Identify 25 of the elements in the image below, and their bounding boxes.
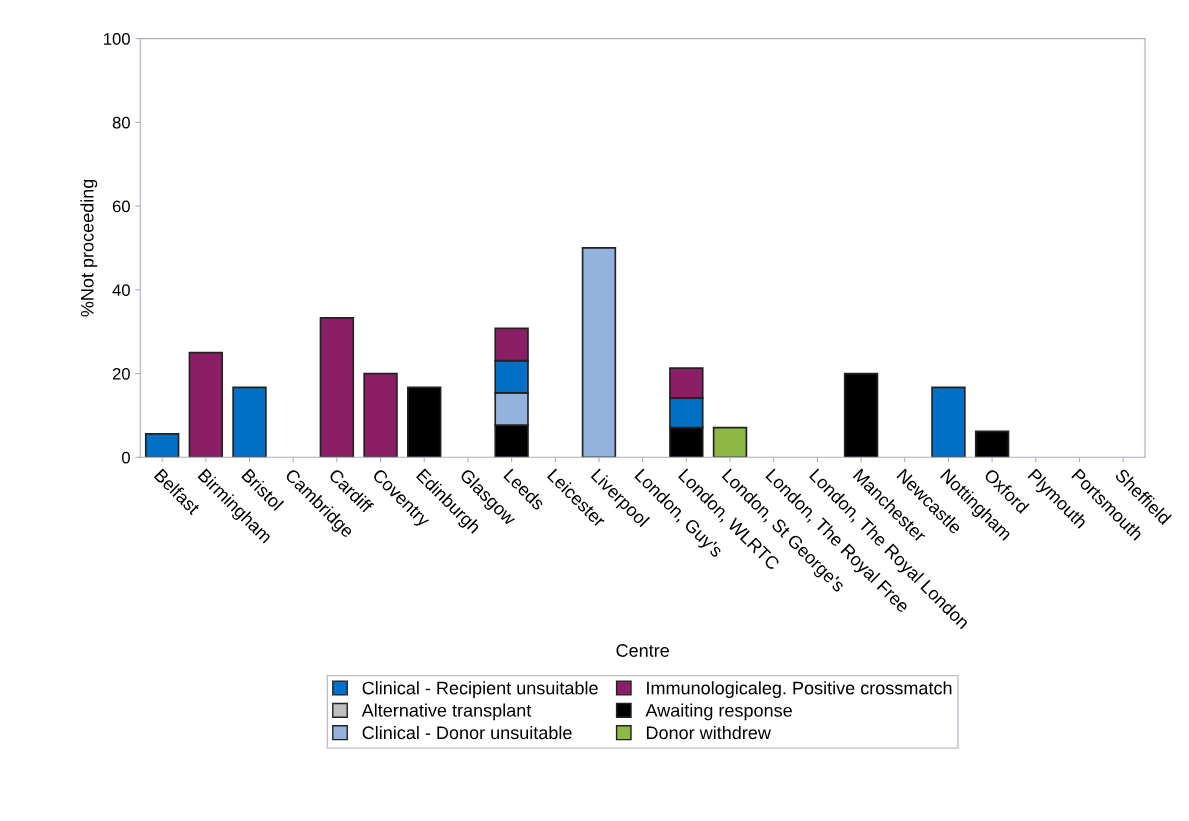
y-tick-label: 20 — [112, 367, 130, 380]
bar — [974, 430, 1010, 458]
bar — [712, 426, 748, 458]
bar — [232, 386, 267, 458]
bar — [581, 247, 617, 458]
bar — [931, 386, 966, 458]
bar — [407, 386, 442, 458]
y-tick-label: 100 — [104, 32, 130, 45]
y-tick-label: 60 — [112, 200, 130, 213]
legend-label: Donor withdrew — [646, 725, 771, 740]
legend-label: Awaiting response — [645, 703, 792, 721]
y-tick-label: 80 — [112, 116, 130, 129]
y-tick-label: 0 — [121, 451, 130, 464]
legend-label: Immunologicaleg. Positive crossmatch — [647, 681, 952, 699]
bar — [144, 433, 180, 458]
bar — [363, 372, 398, 458]
y-tick-label: 40 — [112, 284, 130, 297]
y-axis-title: %Not proceeding — [80, 179, 98, 317]
bar — [188, 351, 224, 458]
legend-label: Clinical - Recipient unsuitable — [362, 681, 598, 699]
legend-label: Alternative transplant — [361, 703, 532, 721]
bar — [843, 372, 879, 458]
x-axis-title: Centre — [616, 644, 669, 657]
bar — [319, 317, 355, 458]
legend-label: Clinical - Donor unsuitable — [362, 725, 572, 740]
